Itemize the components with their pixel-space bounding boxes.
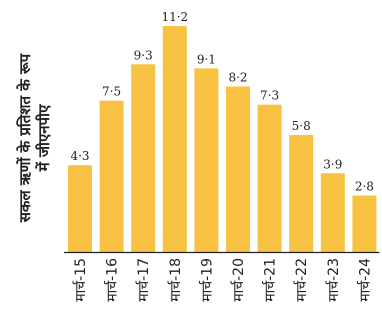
- x-tick-label-8: मार्च-22: [293, 258, 310, 302]
- bar-2: [99, 100, 124, 252]
- bar-7: [257, 104, 282, 252]
- bar-10: [352, 195, 377, 252]
- x-tick-label-6: मार्च-20: [230, 258, 247, 302]
- y-axis-title-line-2: में जीएनपीए: [35, 104, 53, 172]
- bar-value-label-5: 9·1: [197, 52, 216, 66]
- bar-value-label-10: 2·8: [355, 180, 374, 194]
- x-tick-label-10: मार्च-24: [356, 258, 373, 302]
- bars-group: [68, 26, 377, 253]
- bar-value-label-4: 11·2: [161, 10, 188, 24]
- bar-9: [320, 173, 345, 252]
- bar-value-label-8: 5·8: [292, 119, 311, 133]
- x-tick-label-1: मार्च-15: [72, 258, 89, 302]
- value-labels-group: 4·3 7·5 9·3 11·2 9·1 8·2 7·3 5·8 3·9 2·8: [70, 10, 373, 194]
- bar-value-label-3: 9·3: [134, 48, 153, 62]
- bar-6: [226, 86, 250, 252]
- x-tick-labels-group: मार्च-15 मार्च-16 मार्च-17 मार्च-18 मार्च-19…: [72, 258, 373, 302]
- x-tick-label-7: मार्च-21: [262, 258, 279, 302]
- y-axis-title: सकल ऋणों के प्रतिशत के रूप में जीएनपीए: [16, 52, 53, 223]
- bar-5: [194, 68, 219, 253]
- x-tick-label-9: मार्च-23: [325, 258, 342, 302]
- bar-value-label-1: 4·3: [70, 149, 89, 163]
- bar-8: [289, 135, 314, 252]
- bar-3: [131, 64, 156, 252]
- bar-1: [68, 165, 92, 252]
- bar-value-label-7: 7·3: [260, 89, 279, 103]
- y-axis-title-line-1: सकल ऋणों के प्रतिशत के रूप: [16, 52, 34, 223]
- x-tick-label-4: मार्च-18: [167, 258, 184, 302]
- bar-value-label-2: 7·5: [102, 85, 121, 99]
- x-tick-label-3: मार्च-17: [135, 258, 152, 302]
- bar-value-label-9: 3·9: [323, 157, 342, 171]
- x-tick-label-2: मार्च-16: [104, 258, 121, 302]
- x-tick-label-5: मार्च-19: [198, 258, 215, 302]
- bar-value-label-6: 8·2: [228, 71, 247, 85]
- bar-4: [162, 26, 187, 252]
